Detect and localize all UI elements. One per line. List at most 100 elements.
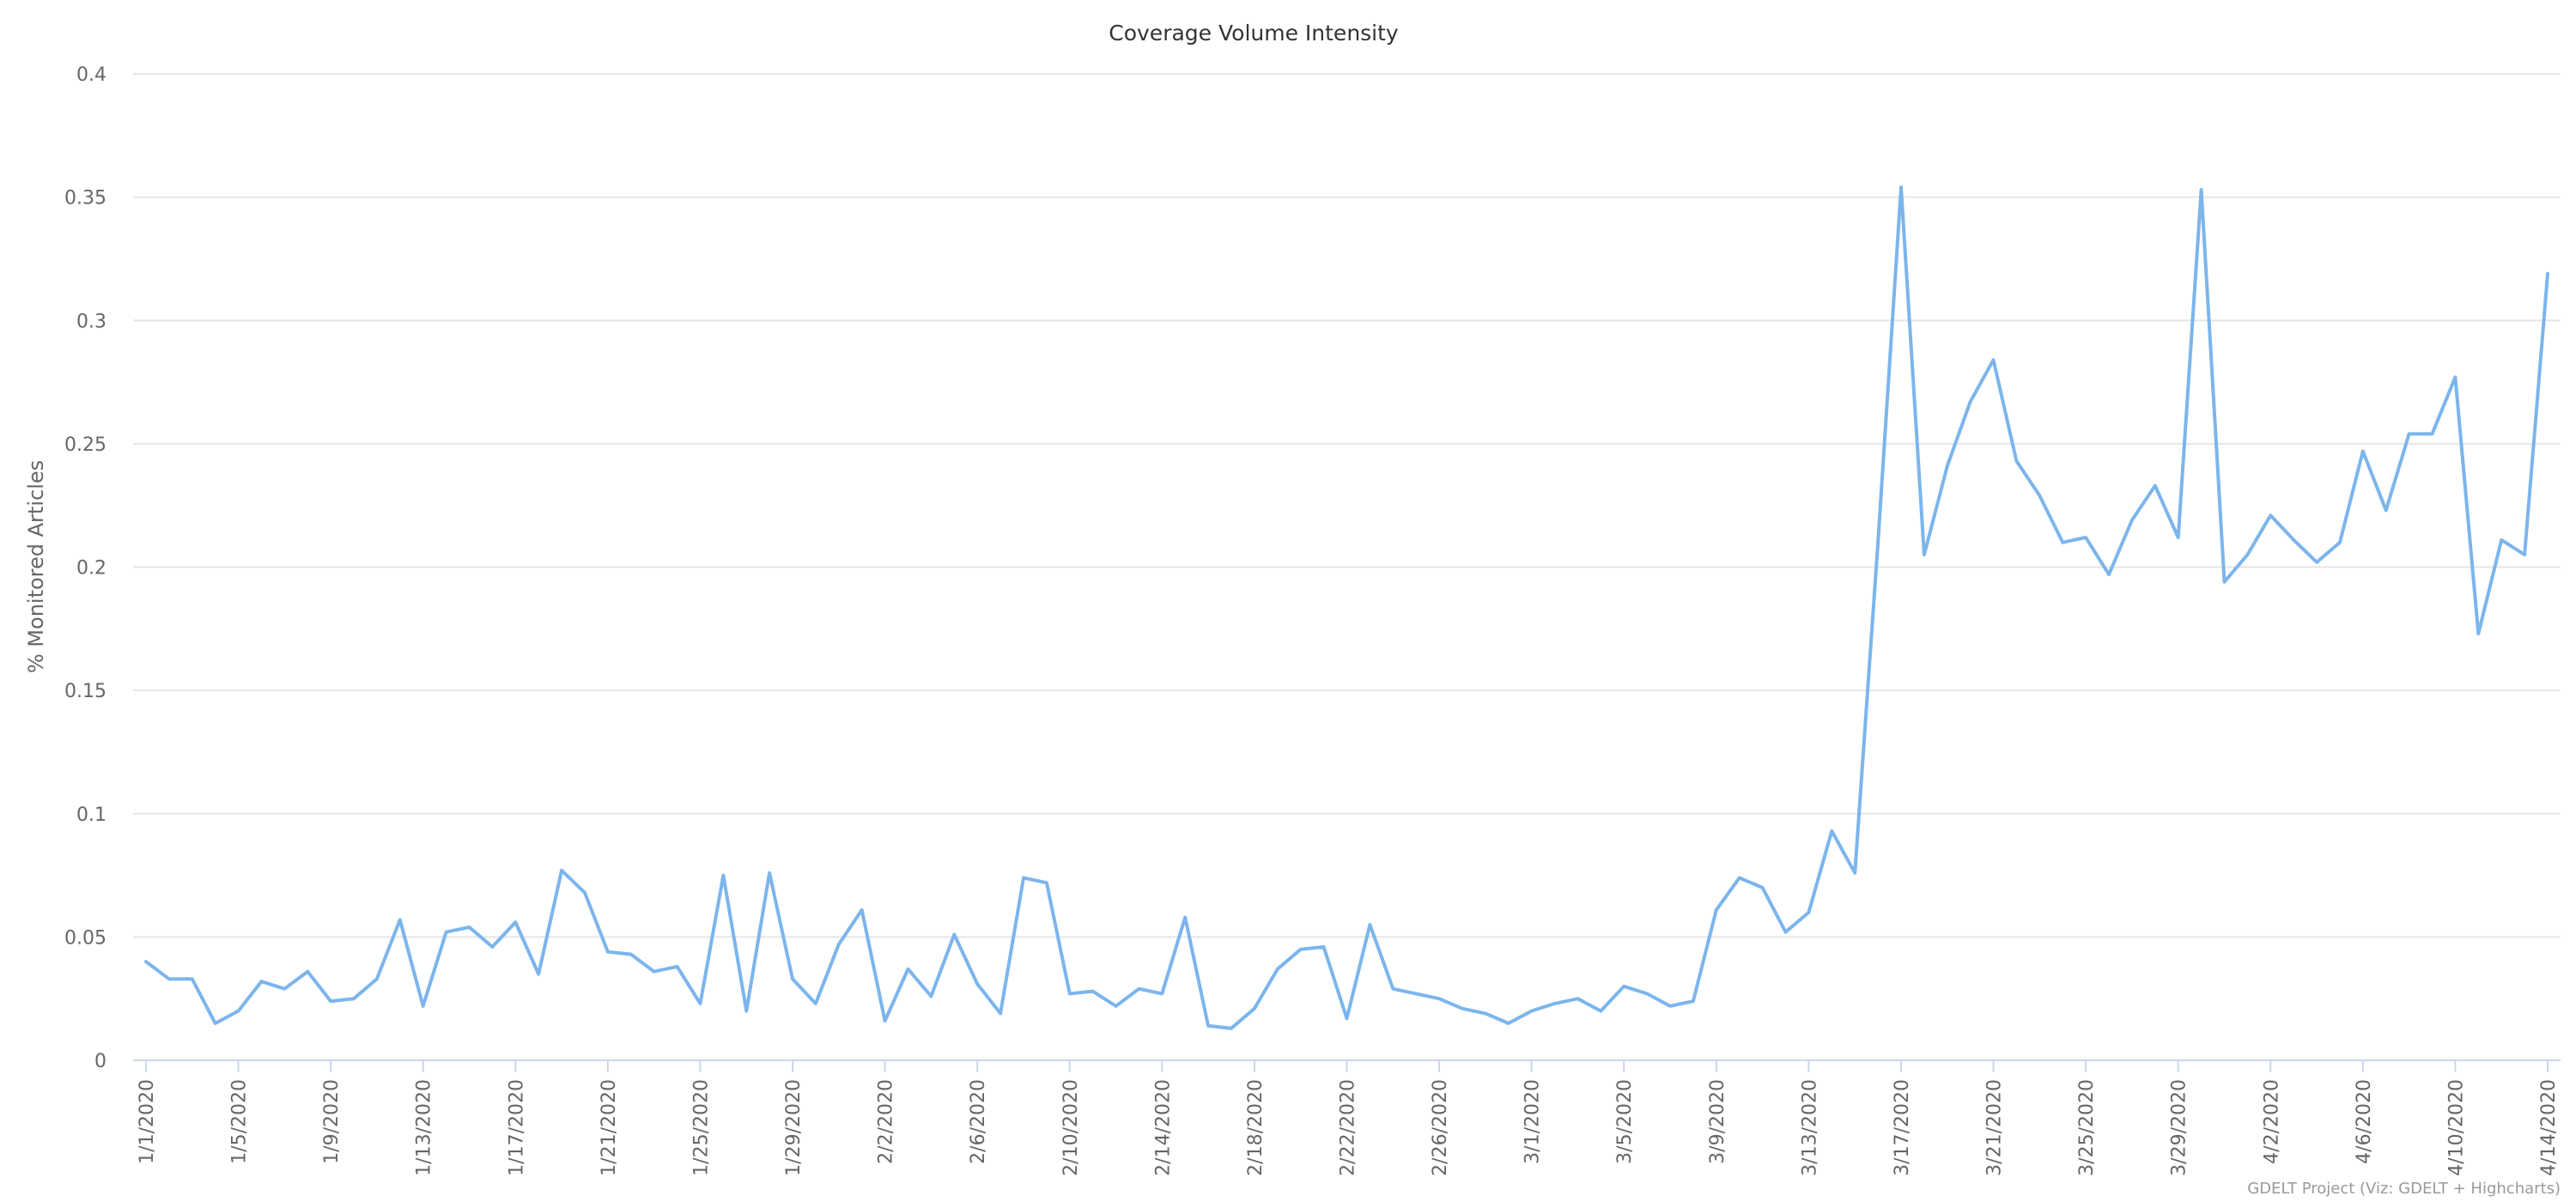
data-point[interactable] [2427,428,2438,439]
data-point[interactable] [1642,988,1652,999]
data-point[interactable] [2057,537,2068,548]
data-point[interactable] [2196,185,2207,195]
data-point[interactable] [1780,927,1790,938]
data-point[interactable] [441,927,452,938]
data-point[interactable] [2081,532,2091,543]
data-point[interactable] [811,999,821,1009]
data-point[interactable] [325,996,336,1006]
data-point[interactable] [556,865,567,876]
data-point[interactable] [1065,988,1075,999]
data-point[interactable] [1018,872,1029,883]
data-point[interactable] [395,914,405,925]
series-line[interactable] [144,185,2549,1030]
data-point[interactable] [2104,569,2114,580]
data-point[interactable] [1203,1021,1213,1031]
data-point[interactable] [1157,988,1167,999]
data-point[interactable] [349,993,359,1004]
data-point[interactable] [1111,1001,1121,1011]
data-point[interactable] [418,1001,428,1011]
data-point[interactable] [487,942,497,952]
data-point[interactable] [672,962,683,972]
data-point[interactable] [580,888,590,898]
data-point[interactable] [1273,964,1283,974]
data-point[interactable] [1042,877,1052,888]
data-point[interactable] [1180,912,1190,922]
data-point[interactable] [1619,981,1629,992]
data-point[interactable] [1873,537,1883,548]
data-point[interactable] [2011,456,2021,466]
data-point[interactable] [1088,986,1098,997]
data-point[interactable] [1226,1023,1236,1034]
data-point[interactable] [1919,549,1929,560]
data-point[interactable] [2335,537,2345,548]
data-point[interactable] [2519,549,2530,560]
data-point[interactable] [603,947,613,957]
data-point[interactable] [1711,905,1722,915]
data-point[interactable] [880,1016,890,1026]
data-point[interactable] [1803,908,1814,918]
data-point[interactable] [2173,532,2184,543]
data-point[interactable] [256,976,266,986]
data-point[interactable] [1527,1006,1537,1017]
data-point[interactable] [764,868,775,878]
data-point[interactable] [2404,428,2415,439]
data-point[interactable] [510,917,520,927]
data-point[interactable] [626,949,636,959]
data-point[interactable] [1388,984,1398,994]
data-point[interactable] [1735,872,1745,883]
data-point[interactable] [1572,993,1583,1004]
data-point[interactable] [1411,988,1421,999]
data-point[interactable] [1688,996,1698,1006]
data-point[interactable] [1434,993,1444,1004]
data-point[interactable] [2219,577,2229,587]
data-point[interactable] [1989,355,1999,365]
data-point[interactable] [210,1018,221,1029]
data-point[interactable] [1550,999,1560,1009]
data-point[interactable] [372,974,382,984]
data-point[interactable] [1850,868,1860,878]
data-point[interactable] [1133,984,1144,994]
data-point[interactable] [234,1006,244,1017]
data-point[interactable] [1965,397,1976,407]
data-point[interactable] [465,922,475,932]
data-point[interactable] [1896,182,1906,192]
data-point[interactable] [1457,1004,1467,1014]
data-point[interactable] [2358,446,2368,456]
data-point[interactable] [857,905,867,915]
data-point[interactable] [164,974,174,984]
data-point[interactable] [926,991,936,1001]
data-point[interactable] [1826,826,1837,836]
data-point[interactable] [2127,515,2137,525]
data-point[interactable] [787,974,798,984]
data-point[interactable] [1758,883,1768,893]
data-point[interactable] [187,974,197,984]
data-point[interactable] [949,930,959,940]
data-point[interactable] [995,1008,1005,1018]
data-point[interactable] [1504,1018,1514,1029]
data-point[interactable] [741,1006,751,1017]
data-point[interactable] [2543,269,2553,279]
data-point[interactable] [649,967,659,977]
data-point[interactable] [1319,942,1329,952]
data-point[interactable] [1342,1013,1352,1023]
data-point[interactable] [1296,944,1306,955]
data-point[interactable] [2450,372,2460,382]
data-point[interactable] [533,968,544,979]
data-point[interactable] [2381,505,2391,515]
data-point[interactable] [1595,1006,1606,1017]
data-point[interactable] [2034,490,2044,501]
data-point[interactable] [1480,1008,1491,1018]
data-point[interactable] [279,984,289,994]
data-point[interactable] [2150,481,2160,491]
data-point[interactable] [141,956,151,967]
credits-link[interactable]: GDELT Project (Viz: GDELT + Highcharts) [2247,1180,2561,1198]
data-point[interactable] [1665,1001,1675,1011]
data-point[interactable] [2288,535,2299,545]
data-point[interactable] [834,939,844,950]
data-point[interactable] [718,871,728,881]
data-point[interactable] [2312,557,2322,568]
data-point[interactable] [903,964,914,974]
data-point[interactable] [2473,628,2483,639]
data-point[interactable] [1364,920,1375,930]
data-point[interactable] [2265,510,2275,520]
